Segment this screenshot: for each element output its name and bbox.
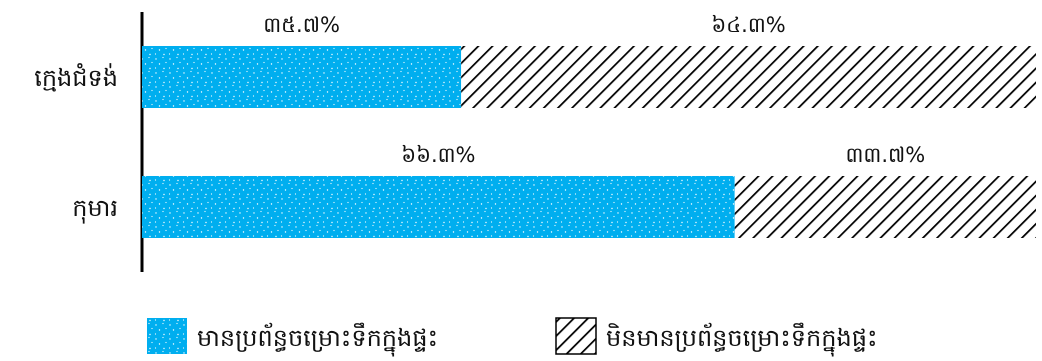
bar-1-series-1 [142,46,462,108]
value-label-2-series-2: ៣៣.៧% [845,143,925,167]
value-label-1-series-1: ៣៥.៧% [263,13,340,37]
value-label-1-series-2: ៦៤.៣% [711,13,785,37]
category-label-2: កុមារ [72,194,118,224]
bar-2-series-2 [734,176,1036,238]
category-label-1: ក្មេងជំទង់ [34,63,118,92]
bars-layer [142,46,1037,238]
legend-label-series-1: មានប្រព័ន្ធចម្រោះទឹកក្នុងផ្ទះ [197,322,438,357]
bar-2-series-1 [142,176,735,238]
value-labels-layer: ៣៥.៧% ៦៤.៣% ៦៦.៣% ៣៣.៧% [263,13,925,167]
legend-swatch-series-2 [555,317,597,355]
value-label-2-series-1: ៦៦.៣% [401,143,475,167]
legend-label-series-2: មិនមានប្រព័ន្ធចម្រោះទឹកក្នុងផ្ទះ [606,322,878,357]
bar-1-series-2 [461,46,1037,108]
legend: មានប្រព័ន្ធចម្រោះទឹកក្នុងផ្ទះ មិនមានប្រព… [147,317,878,357]
category-labels-layer: ក្មេងជំទង់កុមារ [34,63,118,224]
legend-swatch-series-1 [147,318,187,354]
